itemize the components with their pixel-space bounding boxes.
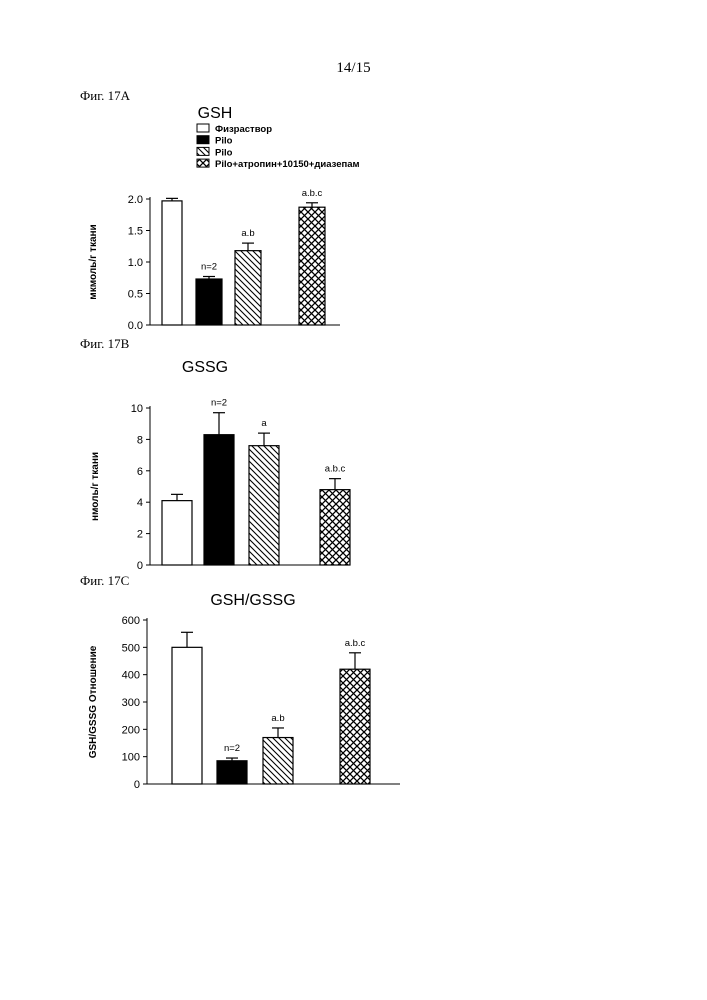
y-axis-label: GSH/GSSG Отношение — [88, 645, 99, 758]
y-tick-label: 400 — [122, 670, 140, 682]
bar — [217, 761, 247, 784]
y-tick-label: 6 — [137, 466, 143, 478]
chart-title: GSH/GSSG — [210, 592, 295, 609]
y-tick-label: 2.0 — [128, 194, 143, 206]
chart-gsh-gssg-ratio: GSH/GSSG 0 100 200 300 400 500 600 GSH/GSSG Отно… — [0, 585, 707, 800]
y-tick-label: 10 — [131, 403, 143, 415]
chart-title: GSSG — [182, 359, 228, 376]
legend-label: Pilo+атропин+10150+диазепам — [215, 159, 360, 170]
y-tick-label: 0.5 — [128, 289, 143, 301]
bar-annotation: n=2 — [201, 261, 217, 272]
y-tick-label: 4 — [137, 497, 143, 509]
bar-annotation: a — [261, 418, 267, 429]
y-tick-label: 500 — [122, 642, 140, 654]
page-number: 14/15 — [0, 60, 707, 77]
chart-title: GSH — [198, 105, 233, 122]
bar — [340, 669, 370, 784]
legend-swatch — [197, 147, 209, 155]
y-tick-label: 300 — [122, 697, 140, 709]
bar — [196, 279, 222, 325]
y-axis-label: нмоль/г ткани — [90, 452, 101, 521]
y-tick-label: 8 — [137, 434, 143, 446]
bar-annotation: n=2 — [211, 398, 227, 409]
y-tick-label: 600 — [122, 615, 140, 627]
bar — [162, 201, 182, 325]
bar-annotation: a.b — [241, 228, 254, 239]
bar — [320, 490, 350, 565]
bar-annotation: a.b.c — [345, 638, 366, 649]
y-tick-label: 1.0 — [128, 257, 143, 269]
y-tick-label: 0 — [137, 560, 143, 572]
bar — [249, 446, 279, 565]
legend-swatch — [197, 159, 209, 167]
bar-annotation: a.b.c — [325, 464, 346, 475]
legend-swatch — [197, 136, 209, 144]
y-tick-label: 0 — [134, 779, 140, 791]
y-axis-label: мкмоль/г ткани — [88, 224, 99, 299]
bar-annotation: a.b.c — [302, 188, 323, 199]
legend-label: Физраствор — [215, 124, 272, 135]
bar — [172, 647, 202, 784]
y-tick-label: 200 — [122, 724, 140, 736]
bar-annotation: a.b — [271, 713, 284, 724]
y-tick-label: 0.0 — [128, 320, 143, 332]
bar-annotation: n=2 — [224, 743, 240, 754]
y-tick-label: 100 — [122, 752, 140, 764]
chart-gssg: GSSG 0 2 4 6 8 10 нмоль/г ткани n=2 a a.b.c — [0, 350, 707, 575]
bar — [235, 251, 261, 325]
y-tick-label: 1.5 — [128, 226, 143, 238]
chart-gsh: GSH 0.0 0.5 1.0 1.5 2.0 мкмоль/г ткани n=2 a.b a.… — [0, 100, 707, 340]
bar — [204, 435, 234, 565]
bar — [263, 738, 293, 784]
bar — [299, 207, 325, 325]
legend-label: Pilo — [215, 136, 233, 147]
legend-swatch — [197, 124, 209, 132]
bar — [162, 501, 192, 565]
y-tick-label: 2 — [137, 529, 143, 541]
legend-label: Pilo — [215, 147, 233, 158]
